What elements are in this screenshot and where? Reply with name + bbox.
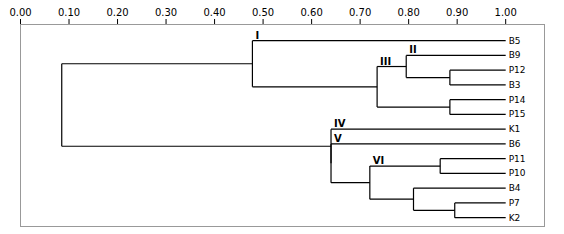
svg-text:V: V [334, 133, 342, 144]
svg-text:II: II [409, 44, 416, 55]
svg-text:0.30: 0.30 [155, 7, 177, 18]
svg-text:0.20: 0.20 [106, 7, 128, 18]
svg-text:III: III [380, 56, 391, 67]
svg-text:P11: P11 [509, 154, 526, 164]
svg-text:P15: P15 [509, 109, 526, 119]
svg-text:P7: P7 [509, 198, 520, 208]
svg-text:0.00: 0.00 [9, 7, 31, 18]
svg-text:I: I [255, 30, 259, 41]
svg-text:B4: B4 [509, 183, 521, 193]
svg-text:P14: P14 [509, 95, 526, 105]
svg-text:B9: B9 [509, 50, 521, 60]
svg-text:VI: VI [373, 155, 384, 166]
svg-text:0.90: 0.90 [446, 7, 468, 18]
svg-text:P10: P10 [509, 168, 526, 178]
svg-text:B5: B5 [509, 36, 521, 46]
svg-text:K2: K2 [509, 213, 521, 223]
svg-text:0.70: 0.70 [349, 7, 371, 18]
svg-text:B6: B6 [509, 139, 521, 149]
svg-text:P12: P12 [509, 65, 526, 75]
svg-text:0.80: 0.80 [398, 7, 420, 18]
svg-text:0.40: 0.40 [203, 7, 225, 18]
svg-text:1.00: 1.00 [495, 7, 517, 18]
svg-text:B3: B3 [509, 80, 521, 90]
svg-text:0.10: 0.10 [58, 7, 80, 18]
svg-text:IV: IV [334, 118, 346, 129]
svg-text:0.50: 0.50 [252, 7, 274, 18]
svg-text:K1: K1 [509, 124, 521, 134]
svg-text:0.60: 0.60 [300, 7, 322, 18]
